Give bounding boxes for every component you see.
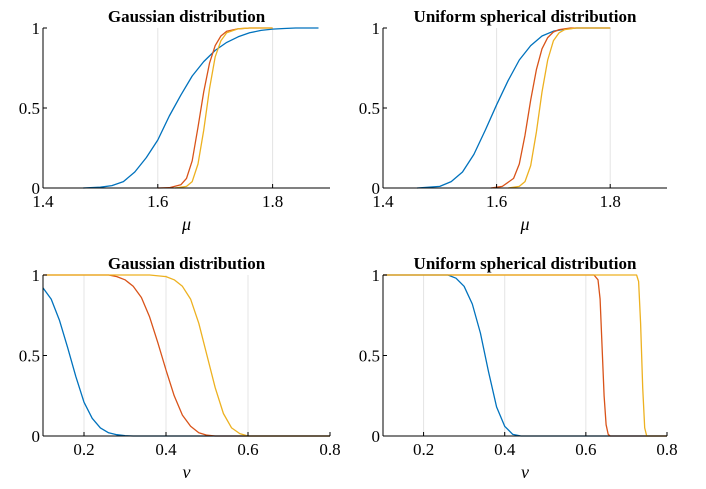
x-tick-label: 0.6 [237,440,258,459]
chart-panel-2: 1.4 1.6 1.8 0 0.5 1 Uniform spherical distribu… [359,7,667,234]
series-line-3 [174,27,273,189]
series-line-2 [490,27,611,189]
series-line-1 [83,27,319,189]
y-tick-label: 0.5 [19,99,40,118]
x-axis-label: μ [181,214,191,234]
y-tick-label: 0 [32,427,41,446]
series-line-1 [42,287,330,437]
chart-panel-4: 0.2 0.4 0.6 0.8 0 0.5 1 Uniform spherical distr… [359,254,678,482]
y-tick-label: 0 [32,179,41,198]
x-tick-label: 0.6 [575,440,596,459]
chart-title: Gaussian distribution [108,7,266,26]
series-line-3 [383,274,667,437]
x-axis-label: μ [519,214,529,234]
x-tick-label: 0.2 [73,440,94,459]
series-line-2 [383,274,667,437]
y-tick-label: 1 [32,266,41,285]
chart-panel-1: 1.4 1.6 1.8 0 0.5 1 Gaussian distribution μ [19,7,330,234]
x-tick-label: 1.6 [486,192,507,211]
x-axis-label: ν [183,462,191,482]
y-tick-label: 0.5 [359,99,380,118]
y-tick-label: 0.5 [359,347,380,366]
chart-title: Gaussian distribution [108,254,266,273]
series-line-3 [507,27,611,189]
series-line-3 [43,274,330,437]
chart-title: Uniform spherical distribution [414,254,637,273]
y-tick-label: 1 [372,266,381,285]
x-axis-label: ν [521,462,529,482]
x-tick-label: 0.2 [413,440,434,459]
series-line-1 [417,27,611,189]
x-tick-label: 0.8 [319,440,340,459]
y-tick-label: 0 [372,179,381,198]
y-tick-label: 1 [32,19,41,38]
series-line-2 [43,274,330,437]
x-tick-label: 0.4 [155,440,177,459]
x-tick-label: 1.4 [372,192,394,211]
y-tick-label: 0 [372,427,381,446]
x-tick-label: 0.4 [494,440,516,459]
y-tick-label: 0.5 [19,347,40,366]
x-tick-label: 1.6 [147,192,168,211]
series-line-1 [383,274,667,437]
chart-panel-3: 0.2 0.4 0.6 0.8 0 0.5 1 Gaussian distribution ν [19,254,341,482]
x-tick-label: 0.8 [656,440,677,459]
x-tick-label: 1.8 [262,192,283,211]
x-tick-label: 1.8 [600,192,621,211]
y-tick-label: 1 [372,19,381,38]
x-tick-label: 1.4 [32,192,54,211]
chart-title: Uniform spherical distribution [414,7,637,26]
series-line-2 [157,27,273,189]
